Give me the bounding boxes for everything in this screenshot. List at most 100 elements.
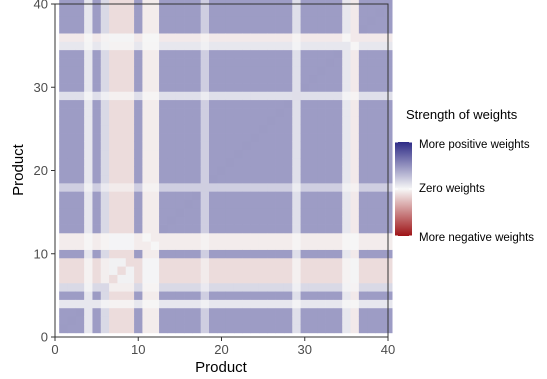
heatmap-cell-39-29 [375,91,385,101]
heatmap-cell-25-16 [258,199,268,209]
heatmap-cell-39-16 [375,199,385,209]
heatmap-cell-20-28 [217,99,227,109]
heatmap-cell-30-5 [300,291,310,300]
heatmap-cell-3-25 [75,124,85,134]
heatmap-cell-35-4 [342,299,351,309]
heatmap-cell-19-9 [209,257,218,267]
heatmap-cell-37-31 [358,74,368,84]
heatmap-cell-31-18 [308,182,318,192]
heatmap-cell-10-38 [134,16,143,26]
heatmap-cell-26-5 [267,291,276,300]
heatmap-cell-17-18 [192,182,202,192]
heatmap-cell-38-29 [367,91,376,101]
heatmap-cell-4-7 [84,274,93,284]
heatmap-cell-38-19 [367,174,376,184]
heatmap-cell-27-35 [275,41,285,51]
heatmap-cell-6-35 [100,41,110,51]
heatmap-cell-35-24 [342,133,351,142]
heatmap-cell-29-6 [292,282,301,292]
heatmap-cell-25-22 [258,149,268,159]
heatmap-cell-33-39 [325,8,335,17]
heatmap-cell-10-28 [134,99,143,109]
heatmap-cell-4-21 [84,158,93,167]
heatmap-cell-8-37 [117,24,127,34]
heatmap-cell-35-5 [342,291,351,300]
heatmap-cell-21-25 [225,124,235,134]
heatmap-cell-15-7 [175,274,185,284]
heatmap-cell-36-9 [350,257,360,267]
heatmap-cell-19-15 [209,207,218,217]
heatmap-cell-33-3 [325,307,335,317]
heatmap-cell-13-36 [159,33,168,42]
heatmap-cell-15-21 [175,158,185,167]
heatmap-cell-9-30 [125,83,135,92]
heatmap-cell-23-15 [242,207,251,217]
heatmap-cell-6-11 [100,241,110,250]
heatmap-cell-6-1 [100,324,110,334]
heatmap-cell-32-27 [317,108,326,117]
heatmap-cell-32-8 [317,266,326,275]
heatmap-cell-3-21 [75,158,85,167]
legend: Strength of weights More positive weight… [395,107,534,244]
heatmap-cell-9-36 [125,33,135,42]
heatmap-cell-7-32 [109,66,118,76]
heatmap-cell-19-7 [209,274,218,284]
heatmap-cell-37-10 [358,249,368,259]
heatmap-cell-10-33 [134,58,143,67]
heatmap-cell-36-15 [350,207,360,217]
heatmap-cell-1-12 [59,232,68,242]
heatmap-cell-18-22 [200,149,210,159]
heatmap-cell-18-10 [200,249,210,259]
heatmap-cell-10-1 [134,324,143,334]
heatmap-cell-38-33 [367,58,376,67]
heatmap-cell-26-35 [267,41,276,51]
heatmap-cell-9-4 [125,299,135,309]
heatmap-cell-31-33 [308,58,318,67]
heatmap-cell-17-12 [192,232,202,242]
heatmap-cell-7-29 [109,91,118,101]
heatmap-cell-1-26 [59,116,68,126]
heatmap-cell-29-29 [292,91,301,101]
heatmap-cell-38-39 [367,8,376,17]
heatmap-cell-33-4 [325,299,335,309]
heatmap-cell-18-12 [200,232,210,242]
heatmap-cell-13-16 [159,199,168,209]
heatmap-cell-38-10 [367,249,376,259]
heatmap-cell-18-6 [200,282,210,292]
heatmap-cell-37-16 [358,199,368,209]
heatmap-cell-21-26 [225,116,235,126]
heatmap-cell-32-5 [317,291,326,300]
heatmap-cell-15-6 [175,282,185,292]
heatmap-cell-38-22 [367,149,376,159]
heatmap-cell-17-34 [192,49,202,59]
heatmap-cell-18-2 [200,316,210,325]
heatmap-cell-7-15 [109,207,118,217]
heatmap-cell-38-38 [367,16,376,26]
heatmap-cell-16-20 [184,166,193,176]
heatmap-cell-7-12 [109,232,118,242]
heatmap-cell-17-23 [192,141,202,151]
heatmap-cell-19-37 [209,24,218,34]
heatmap-cell-36-11 [350,241,360,250]
heatmap-cell-3-29 [75,91,85,101]
heatmap-cell-32-24 [317,133,326,142]
heatmap-cell-1-13 [59,224,68,234]
heatmap-cell-19-35 [209,41,218,51]
heatmap-cell-25-18 [258,182,268,192]
heatmap-cell-5-12 [92,232,102,242]
heatmap-cell-19-4 [209,299,218,309]
heatmap-cell-27-30 [275,83,285,92]
heatmap-cell-20-20 [217,166,227,176]
heatmap-cell-36-12 [350,232,360,242]
heatmap-cell-13-21 [159,158,168,167]
heatmap-cell-35-19 [342,174,351,184]
heatmap-cell-21-37 [225,24,235,34]
heatmap-cell-1-38 [59,16,68,26]
heatmap-cell-19-19 [209,174,218,184]
heatmap-cell-26-39 [267,8,276,17]
heatmap-cell-19-8 [209,266,218,275]
heatmap-cell-37-21 [358,158,368,167]
heatmap-cell-30-2 [300,316,310,325]
heatmap-cell-13-19 [159,174,168,184]
heatmap-cell-24-8 [250,266,260,275]
